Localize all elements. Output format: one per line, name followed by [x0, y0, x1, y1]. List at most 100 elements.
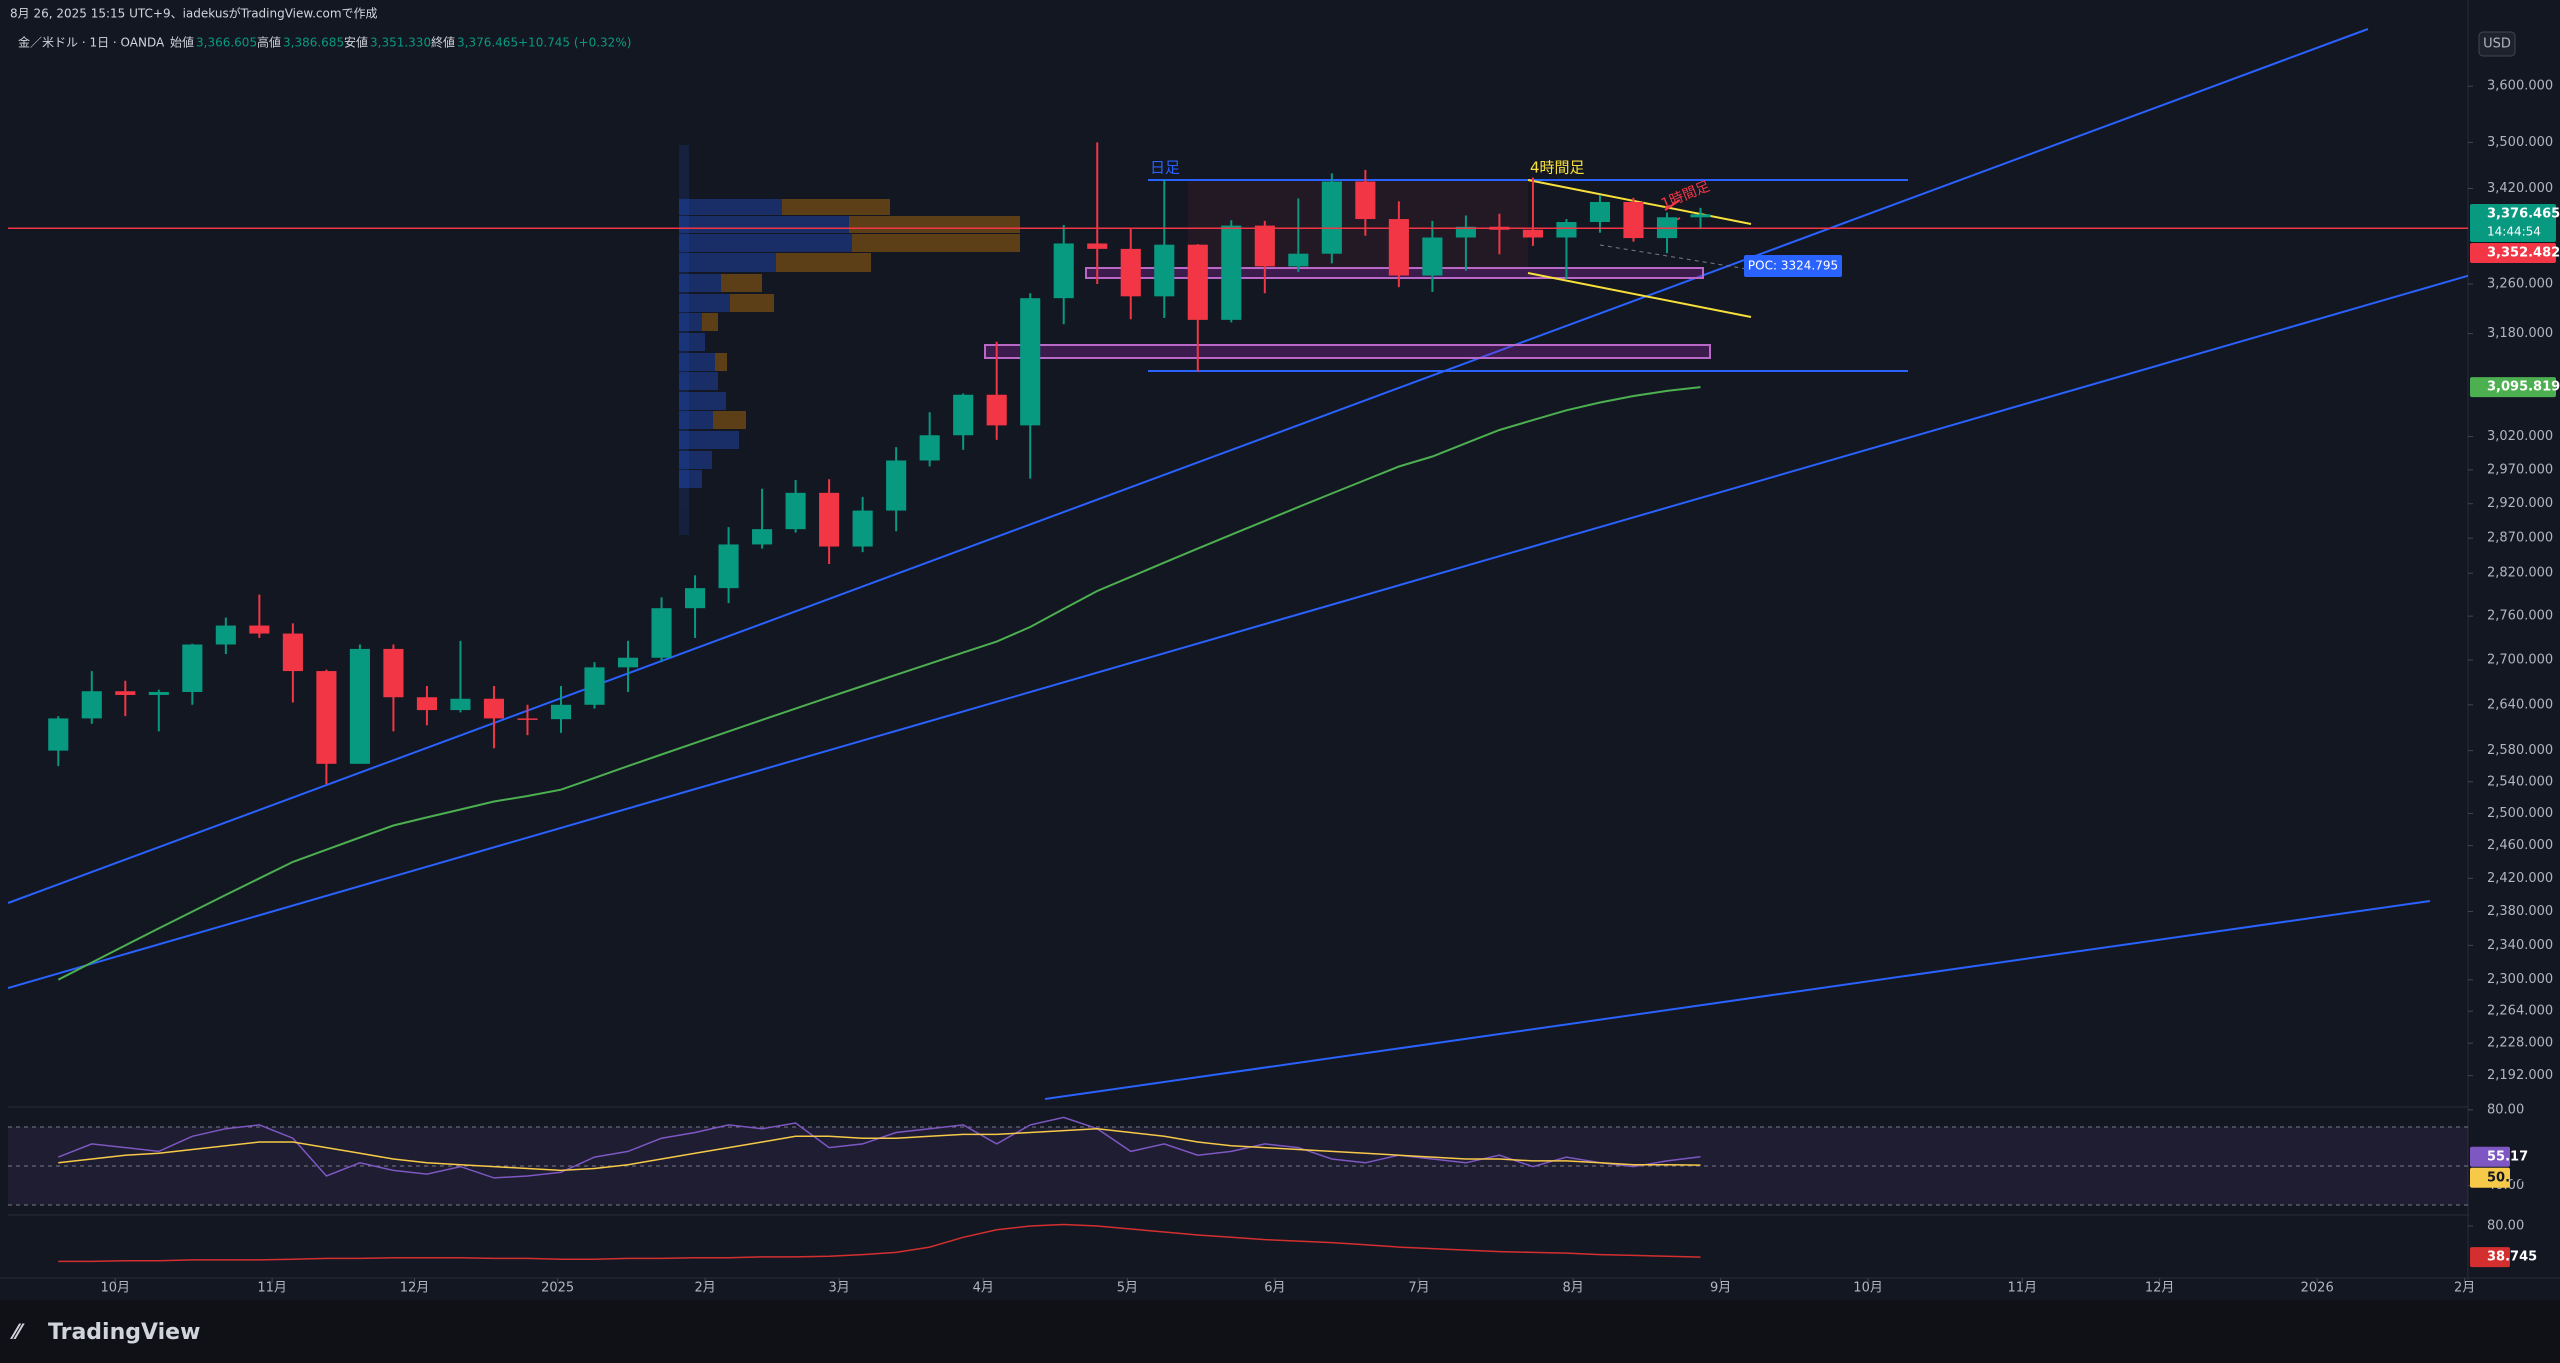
- profile-bar: [679, 451, 712, 469]
- profile-bar: [679, 313, 702, 331]
- legend: 金／米ドル · 1日 · OANDA 始値 3,366.605 高値 3,386…: [18, 35, 631, 50]
- x-tick-label: 2月: [2454, 1281, 2475, 1296]
- profile-bar: [702, 313, 718, 331]
- channel-line: [1664, 199, 1681, 211]
- value-tag-label: 50.79: [2487, 1170, 2528, 1185]
- legend-value: 3,366.605: [196, 36, 257, 50]
- profile-bar: [730, 294, 774, 312]
- profile-bar: [721, 274, 762, 292]
- y-tick-label: 3,500.000: [2487, 135, 2553, 150]
- candle-body: [517, 718, 538, 720]
- profile-bar: [679, 431, 739, 449]
- y-tick-label: 2,640.000: [2487, 697, 2553, 712]
- profile-bar: [713, 411, 746, 429]
- legend-value: 3,351.330: [370, 36, 431, 50]
- legend-change: +10.745 (+0.32%): [518, 36, 631, 50]
- y-tick-label: 2,380.000: [2487, 904, 2553, 919]
- profile-bar: [679, 253, 776, 272]
- candle-body: [550, 704, 572, 720]
- legend-label: 安値: [344, 35, 368, 50]
- x-tick-label: 3月: [829, 1281, 850, 1296]
- candle-body: [81, 691, 102, 719]
- x-tick-label: 10月: [1853, 1281, 1883, 1296]
- x-tick-label: 8月: [1563, 1281, 1584, 1296]
- profile-bar: [679, 333, 705, 351]
- y-tick-label: 2,500.000: [2487, 806, 2553, 821]
- x-tick-label: 2月: [694, 1281, 715, 1296]
- candle-body: [349, 648, 370, 764]
- price-tag: [2470, 377, 2556, 398]
- profile-bar: [852, 234, 1020, 252]
- candle-body: [919, 435, 940, 461]
- legend-label: 終値: [431, 35, 455, 50]
- x-tick-label: 11月: [2007, 1281, 2037, 1296]
- profile-bar: [679, 372, 718, 390]
- profile-bar: [679, 234, 852, 252]
- legend-value: 3,386.685: [283, 36, 344, 50]
- trend-line: [8, 274, 2468, 989]
- candle-body: [383, 648, 404, 698]
- footer-bar: [0, 1300, 2560, 1363]
- profile-bar: [679, 145, 689, 535]
- y-tick-label: 2,340.000: [2487, 938, 2553, 953]
- candle-body: [1690, 214, 1711, 218]
- candle-body: [416, 697, 437, 711]
- candle-body: [249, 625, 270, 634]
- y-tick-label: 2,820.000: [2487, 566, 2553, 581]
- candle-body: [282, 633, 303, 672]
- trend-line: [8, 28, 2369, 904]
- candle-body: [450, 698, 471, 711]
- value-tag: [2470, 1247, 2510, 1268]
- candle-body: [986, 394, 1007, 426]
- candle-body: [718, 544, 739, 589]
- price-tag-label: 3,352.482: [2487, 246, 2560, 261]
- price-pane: [48, 142, 1711, 981]
- candle-body: [852, 510, 873, 547]
- y-tick-label: 2,580.000: [2487, 743, 2553, 758]
- candle-body: [1221, 225, 1242, 320]
- value-tag: [2470, 1146, 2510, 1167]
- candle-body: [1422, 237, 1443, 276]
- candle-body: [1522, 229, 1543, 238]
- candle-body: [1321, 181, 1342, 254]
- y-tick-label: 80.00: [2487, 1218, 2524, 1233]
- y-tick-label: 3,180.000: [2487, 326, 2553, 341]
- profile-bar: [776, 253, 871, 272]
- y-tick-label: 3,600.000: [2487, 79, 2553, 94]
- candle-body: [886, 460, 907, 511]
- y-tick-label: 3,420.000: [2487, 181, 2553, 196]
- y-tick-label: 2,970.000: [2487, 462, 2553, 477]
- value-tag: [2470, 1167, 2510, 1188]
- candle-body: [752, 529, 773, 545]
- y-tick-label: 3,260.000: [2487, 277, 2553, 292]
- x-tick-label: 7月: [1408, 1281, 1429, 1296]
- y-tick-label: 2,540.000: [2487, 774, 2553, 789]
- candle-body: [953, 394, 974, 436]
- annotation: POC: 3324.795: [1748, 259, 1838, 273]
- marks: 3,600.000 3,500.000 3,420.000 3,260.000 3,18…: [8, 79, 2560, 1296]
- profile-bar: [679, 199, 782, 215]
- y-tick-label: 2,264.000: [2487, 1004, 2553, 1019]
- y-tick-label: 80.00: [2487, 1102, 2524, 1117]
- y-tick-label: 2,192.000: [2487, 1068, 2553, 1083]
- candle-body: [215, 625, 236, 645]
- profile-bar: [679, 470, 702, 488]
- candle-body: [483, 698, 505, 719]
- y-tick-label: 2,460.000: [2487, 838, 2553, 853]
- candle-body: [651, 608, 672, 658]
- trend-line: [1044, 900, 2431, 1100]
- y-tick-label: 2,420.000: [2487, 871, 2553, 886]
- currency-button[interactable]: [2478, 31, 2516, 57]
- legend-symbol: 金／米ドル · 1日 · OANDA: [18, 35, 165, 50]
- candle-body: [48, 718, 69, 751]
- candle-body: [1288, 253, 1309, 267]
- candle-body: [148, 691, 169, 695]
- currency[interactable]: USD: [2483, 37, 2511, 52]
- x-tick-label: 2026: [2301, 1281, 2334, 1296]
- y-tick-label: 2,920.000: [2487, 496, 2553, 511]
- price-tag-label: 3,095.819: [2487, 380, 2560, 395]
- countdown: 14:44:54: [2487, 225, 2541, 239]
- candle-body: [1623, 201, 1644, 239]
